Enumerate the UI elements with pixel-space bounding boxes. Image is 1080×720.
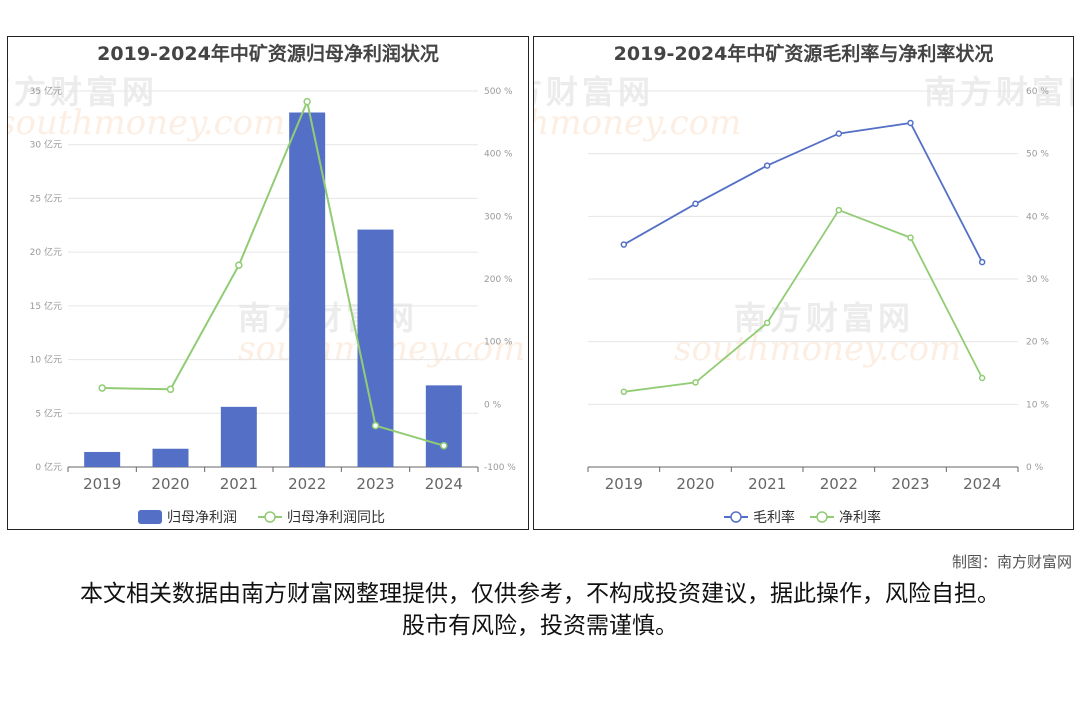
- y-axis-tick-label: 20 %: [1026, 338, 1049, 348]
- point-0-2019: [620, 241, 628, 248]
- x-axis-tick-label: 2019: [605, 475, 643, 493]
- legend-swatch-marker: [730, 511, 742, 523]
- y2-axis-tick-label: 200 %: [484, 275, 513, 285]
- x-axis-tick-label: 2019: [83, 475, 121, 493]
- chart-panel-margins: 南方财富网 southmoney.com 南方财富网 南方财富网 southmo…: [533, 36, 1074, 530]
- point-yoy-2024: [440, 441, 448, 450]
- point-0-2023: [907, 119, 914, 127]
- bar-2019: [84, 451, 121, 467]
- y-axis-tick-label: 25 亿元: [30, 192, 62, 204]
- y2-axis-tick-label: -100 %: [484, 463, 516, 473]
- bar-2024: [425, 385, 462, 467]
- y-axis-tick-label: 40 %: [1026, 212, 1049, 222]
- margin-chart: 0 % 10 % 20 % 30 % 40 % 50 % 60 % 2019 2020 2021 2…: [587, 87, 1049, 526]
- disclaimer-text: 本文相关数据由南方财富网整理提供，仅供参考，不构成投资建议，据此操作，风险自担。…: [80, 581, 1000, 639]
- y-axis-tick-label: 60 %: [1026, 87, 1049, 97]
- chart-title: 2019-2024年中矿资源毛利率与净利率状况: [613, 43, 994, 65]
- series-line-1: [623, 208, 983, 393]
- y-axis-tick-label: 15 亿元: [30, 300, 62, 312]
- point-yoy-2022: [303, 97, 311, 106]
- y-axis-tick-label: 10 亿元: [30, 354, 62, 366]
- legend-label: 归母净利润同比: [287, 509, 385, 526]
- chart-panel-net-profit: southmoney.com 南方财富网 南方财富网 southmoney.co…: [7, 36, 529, 530]
- point-1-2024: [978, 374, 986, 382]
- y-axis-tick-label: 30 亿元: [30, 139, 62, 151]
- chart-credit: 制图：南方财富网: [951, 553, 1072, 571]
- y-axis-tick-label: 10 %: [1026, 400, 1049, 410]
- y2-axis-tick-label: 500 %: [484, 87, 513, 97]
- x-axis-tick-label: 2023: [356, 475, 394, 493]
- point-1-2021: [763, 319, 771, 327]
- x-axis-tick-label: 2022: [288, 475, 326, 493]
- point-1-2020: [692, 379, 699, 386]
- y-axis-tick-label: 35 亿元: [30, 85, 62, 97]
- point-1-2023: [907, 234, 914, 241]
- point-yoy-2023: [371, 421, 380, 430]
- point-0-2021: [763, 162, 771, 169]
- y-axis-tick-label: 30 %: [1026, 275, 1049, 285]
- point-yoy-2021: [235, 261, 243, 269]
- bar-2021: [220, 406, 257, 467]
- y-axis-tick-label: 5 亿元: [35, 407, 62, 419]
- point-0-2024: [978, 258, 986, 266]
- y2-axis-tick-label: 0 %: [484, 400, 502, 410]
- x-axis-tick-label: 2021: [748, 475, 786, 493]
- x-axis-tick-label: 2024: [425, 475, 463, 493]
- series-line-yoy: [102, 98, 445, 447]
- y-axis-tick-label: 0 %: [1026, 463, 1044, 473]
- point-0-2022: [835, 130, 843, 137]
- chart-title: 2019-2024年中矿资源归母净利润状况: [97, 43, 439, 65]
- legend-label: 归母净利润: [167, 509, 237, 526]
- x-axis-tick-label: 2021: [220, 475, 258, 493]
- series-line-0: [623, 121, 983, 263]
- y-axis-tick-label: 0 亿元: [35, 461, 62, 473]
- y-axis-tick-label: 20 亿元: [30, 246, 62, 258]
- x-axis-tick-label: 2020: [151, 475, 189, 493]
- y2-axis-tick-label: 300 %: [484, 212, 513, 222]
- legend-label: 净利率: [839, 509, 881, 526]
- point-1-2022: [835, 206, 843, 214]
- x-axis-tick-label: 2024: [963, 475, 1001, 493]
- y2-axis-tick-label: 400 %: [484, 150, 513, 160]
- bar-2023: [357, 229, 394, 467]
- point-yoy-2020: [166, 385, 175, 394]
- net-profit-chart: 0 亿元 5 亿元 10 亿元 15 亿元 20 亿元 25 亿元 30 亿元 35 亿元 -1…: [30, 85, 517, 526]
- point-0-2020: [692, 200, 699, 208]
- y2-axis-tick-label: 100 %: [484, 338, 513, 348]
- x-axis-tick-label: 2020: [676, 475, 714, 493]
- legend-swatch-marker: [816, 511, 828, 523]
- bar-2022: [289, 112, 326, 467]
- x-axis-tick-label: 2022: [820, 475, 858, 493]
- legend-swatch-bar: [138, 510, 162, 524]
- legend-swatch-marker: [264, 511, 276, 523]
- point-1-2019: [620, 388, 628, 396]
- point-yoy-2019: [98, 384, 106, 392]
- y-axis-tick-label: 50 %: [1026, 150, 1049, 160]
- bar-2020: [152, 448, 189, 467]
- legend-label: 毛利率: [753, 509, 795, 526]
- x-axis-tick-label: 2023: [891, 475, 929, 493]
